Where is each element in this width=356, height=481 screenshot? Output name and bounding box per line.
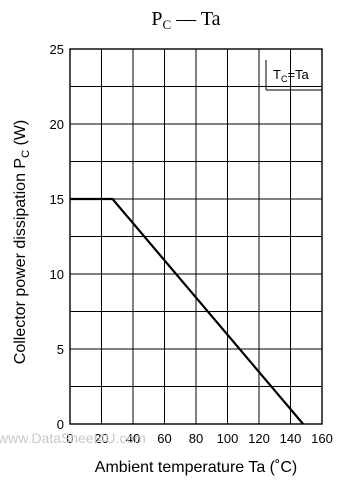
grid <box>69 48 323 425</box>
y-tick-label: 25 <box>50 42 64 57</box>
annotation-box: TC=Ta <box>265 60 322 91</box>
x-tick-label: 0 <box>66 431 73 446</box>
x-tick-label: 20 <box>94 431 108 446</box>
x-tick-labels: 0 20 40 60 80 100 120 140 160 <box>66 431 332 446</box>
plot-frame <box>69 48 323 425</box>
title-sub: C <box>163 17 172 32</box>
annotation-sub: C <box>281 74 288 84</box>
x-tick-label: 80 <box>189 431 203 446</box>
y-axis-label: Collector power dissipation PC (W) <box>12 120 32 364</box>
x-tick-label: 40 <box>126 431 140 446</box>
y-tick-label: 0 <box>57 417 64 432</box>
watermark: www.DataSheet4U.com <box>0 430 146 446</box>
series-line <box>70 197 304 425</box>
series-layer <box>70 197 304 425</box>
annotation-rest: =Ta <box>287 67 309 82</box>
x-tick-label: 60 <box>157 431 171 446</box>
plot-border <box>69 48 323 425</box>
x-tick-label: 100 <box>217 431 239 446</box>
y-label-main: Collector power dissipation P <box>12 158 29 364</box>
annotation-main: T <box>273 67 281 82</box>
y-label-unit: (W) <box>12 120 29 150</box>
y-label-sub: C <box>20 150 32 158</box>
y-tick-label: 5 <box>57 342 64 357</box>
y-tick-label: 15 <box>50 192 64 207</box>
y-tick-label: 20 <box>50 117 64 132</box>
x-axis-label: Ambient temperature Ta (˚C) <box>95 459 297 476</box>
x-tick-label: 140 <box>280 431 302 446</box>
title-rest: — Ta <box>171 8 220 30</box>
y-tick-label: 10 <box>50 267 64 282</box>
annotation-label: TC=Ta <box>273 67 310 84</box>
x-tick-label: 160 <box>311 431 333 446</box>
x-tick-label: 120 <box>248 431 270 446</box>
chart-title: PC — Ta <box>151 8 220 32</box>
y-tick-labels: 0 5 10 15 20 25 <box>50 42 64 432</box>
title-main: P <box>151 8 162 30</box>
